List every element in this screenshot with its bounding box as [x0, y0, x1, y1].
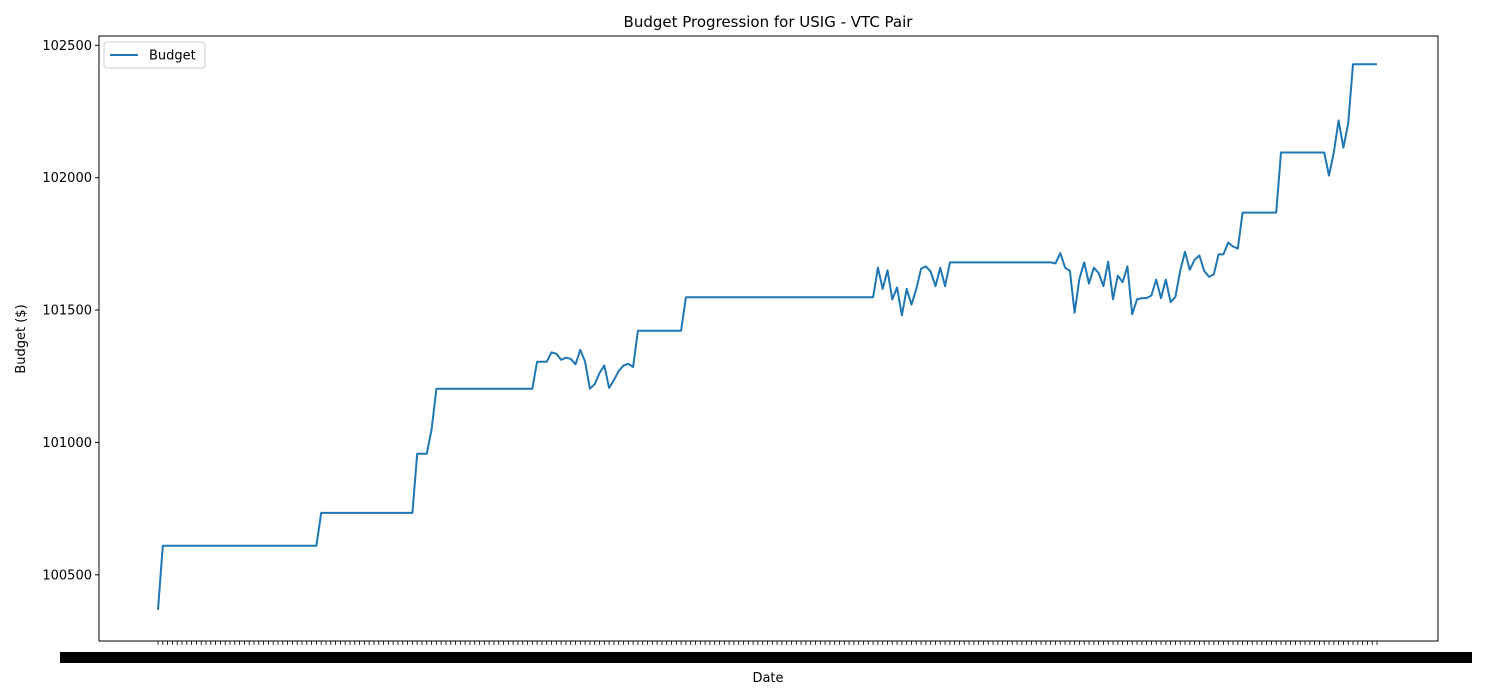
y-tick-label: 101500 — [42, 304, 92, 319]
y-axis-label: Budget ($) — [14, 304, 29, 373]
plot-frame — [98, 35, 1439, 642]
y-tick-label: 102000 — [42, 171, 92, 186]
series-line-budget — [157, 63, 1377, 610]
series-group — [157, 63, 1377, 610]
y-tick-label: 102500 — [42, 39, 92, 54]
y-tick-label: 101000 — [42, 436, 92, 451]
x-tick-label-overlap — [60, 652, 1472, 663]
x-axis-label: Date — [752, 671, 783, 686]
x-tick-group — [60, 641, 1472, 663]
y-tick-label: 100500 — [42, 568, 92, 583]
y-tick-group: 100500 101000 101500 102000 102500 — [42, 39, 99, 583]
legend-box — [103, 41, 206, 69]
legend-label: Budget — [149, 49, 196, 64]
legend: Budget — [103, 41, 206, 69]
chart-title: Budget Progression for USIG - VTC Pair — [624, 13, 914, 31]
